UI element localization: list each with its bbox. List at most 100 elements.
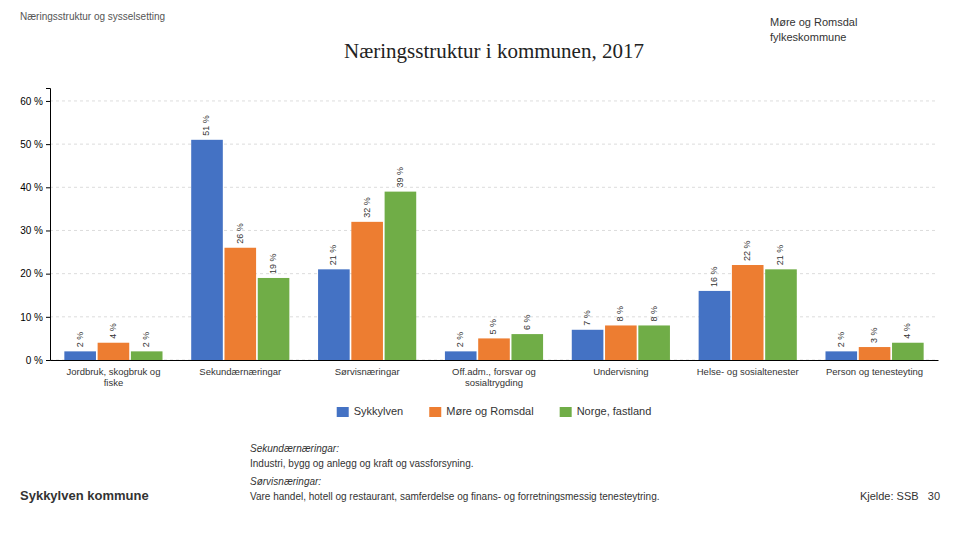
legend-label: Norge, fastland [577, 405, 652, 417]
legend-label: Møre og Romsdal [446, 405, 533, 417]
legend-swatch [560, 407, 572, 417]
annotations: Næringsstruktur og sysselsettingMøre og … [20, 11, 940, 503]
bar [638, 325, 670, 360]
x-tick: Sekundærnæringar [199, 366, 281, 377]
bar [699, 291, 731, 360]
bar [131, 351, 163, 360]
bar [191, 140, 223, 360]
source: Kjelde: SSB 30 [860, 490, 940, 502]
bar [224, 248, 256, 360]
data-label: 8 % [615, 306, 625, 322]
x-tick: Helse- og sosialtenester [697, 366, 799, 377]
x-tick-label: Person og tenesteyting [826, 366, 923, 377]
bar [258, 278, 290, 360]
footnote: Sørvisnæringar: [250, 476, 321, 487]
bar [732, 265, 764, 360]
data-label: 2 % [836, 332, 846, 348]
data-labels: 2 %51 %21 %2 %7 %16 %2 %4 %26 %32 %5 %8 … [75, 115, 913, 347]
logo-text: Møre og Romsdal [770, 16, 857, 28]
data-label: 3 % [869, 328, 879, 344]
legend-swatch [337, 407, 349, 417]
y-tick-mark [46, 144, 50, 145]
bar [765, 269, 797, 360]
y-tick-label: 30 % [20, 225, 43, 236]
y-tick-label: 40 % [20, 182, 43, 193]
legend-swatch [429, 407, 441, 417]
data-label: 2 % [455, 332, 465, 348]
data-label: 7 % [582, 310, 592, 326]
grid-line [50, 316, 938, 317]
y-tick: 10 % [20, 312, 50, 323]
grid-line [50, 273, 938, 274]
legend-item: Sykkylven [337, 405, 404, 417]
legend-label: Sykkylven [354, 405, 404, 417]
footnote: Sekundærnæringar: [250, 443, 339, 454]
y-axis: 0 % 10 % 20 % 30 % 40 % 50 % 60 % [20, 89, 50, 366]
bar [445, 351, 477, 360]
y-tick-mark [46, 230, 50, 231]
bar [892, 343, 924, 360]
y-tick-mark [46, 317, 50, 318]
y-tick: 60 % [20, 96, 50, 107]
x-tick-label: Sekundærnæringar [199, 366, 281, 377]
bar [351, 222, 383, 360]
bar [478, 338, 510, 360]
x-tick-label: Jordbruk, skogbruk ogfiske [66, 366, 160, 388]
legend: Sykkylven Møre og Romsdal Norge, fastland [337, 405, 652, 417]
bars [64, 140, 923, 360]
footnote: Industri, bygg og anlegg og kraft og vas… [250, 458, 473, 469]
bar [859, 347, 891, 360]
data-label: 6 % [522, 315, 532, 331]
chart: 2 %51 %21 %2 %7 %16 %2 %4 %26 %32 %5 %8 … [0, 0, 960, 540]
legend-item: Møre og Romsdal [429, 405, 533, 417]
y-tick-mark [46, 274, 50, 275]
title: Næringsstruktur i kommunen, 2017 [344, 39, 644, 63]
y-tick: 0 % [26, 355, 50, 366]
y-axis-line [46, 89, 51, 361]
y-tick-label: 20 % [20, 268, 43, 279]
y-tick: 20 % [20, 268, 50, 279]
data-label: 4 % [902, 323, 912, 339]
data-label: 26 % [235, 223, 245, 244]
logo-text: fylkeskommune [770, 31, 846, 43]
y-tick: 50 % [20, 139, 50, 150]
x-axis: Jordbruk, skogbruk ogfiske Sekundærnæring… [51, 361, 939, 388]
bar [98, 343, 130, 360]
data-label: 4 % [108, 323, 118, 339]
data-label: 21 % [775, 245, 785, 266]
data-label: 5 % [488, 319, 498, 335]
y-tick-mark [46, 101, 50, 102]
data-label: 22 % [742, 241, 752, 262]
y-tick: 30 % [20, 225, 50, 236]
bar [605, 325, 637, 360]
data-label: 16 % [709, 266, 719, 287]
data-label: 21 % [328, 245, 338, 266]
data-label: 39 % [395, 167, 405, 188]
bar [318, 269, 350, 360]
bar [511, 334, 543, 360]
y-tick-label: 0 % [26, 355, 43, 366]
data-label: 8 % [649, 306, 659, 322]
grid-line [50, 144, 938, 145]
bar [385, 192, 417, 360]
x-tick: Jordbruk, skogbruk ogfiske [66, 366, 160, 388]
bar [572, 330, 604, 360]
y-tick-mark [46, 360, 50, 361]
data-label: 2 % [75, 332, 85, 348]
data-label: 32 % [362, 197, 372, 218]
data-label: 2 % [141, 332, 151, 348]
x-tick: Sørvisnæringar [335, 366, 400, 377]
x-tick: Undervisning [593, 366, 648, 377]
grid-line [50, 230, 938, 231]
x-axis-line [51, 360, 939, 361]
bar [825, 351, 857, 360]
bar [64, 351, 96, 360]
x-tick-label: Sørvisnæringar [335, 366, 400, 377]
x-tick-label: Off.adm., forsvar ogsosialtrygding [452, 366, 536, 388]
x-tick: Off.adm., forsvar ogsosialtrygding [452, 366, 536, 388]
y-tick-label: 10 % [20, 312, 43, 323]
x-tick: Person og tenesteyting [826, 366, 923, 377]
grid-line [50, 187, 938, 188]
y-tick-label: 60 % [20, 96, 43, 107]
data-label: 19 % [268, 253, 278, 274]
